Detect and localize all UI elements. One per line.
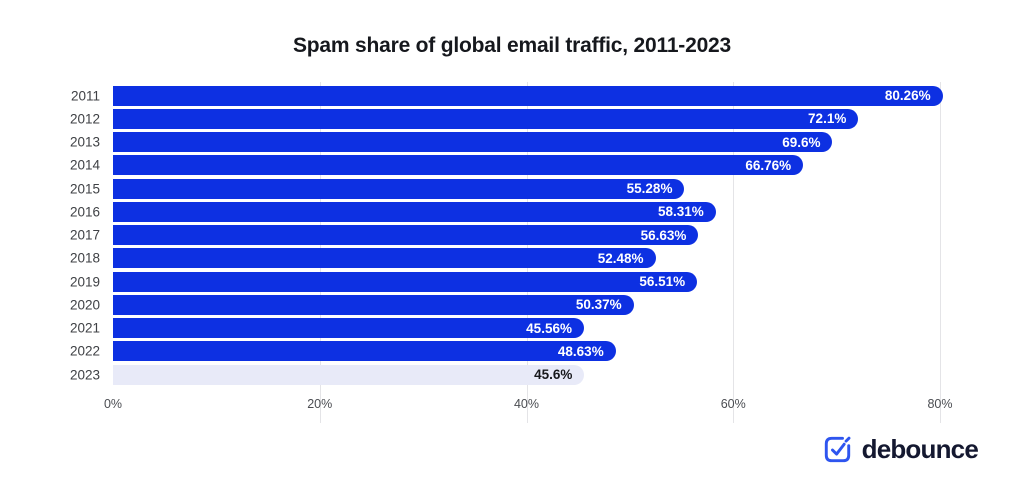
bar-value-label: 66.76% <box>745 157 792 173</box>
year-label: 2011 <box>70 88 100 104</box>
x-tick-label: 40% <box>513 397 540 412</box>
year-label: 2017 <box>69 227 100 243</box>
x-tick-label: 60% <box>720 397 746 412</box>
bar-row: 2012 72.1% <box>70 107 940 130</box>
bar-value-label: 45.6% <box>534 367 573 382</box>
plot-area: 2011 80.26% 2012 72.1% 2013 69.6% 2014 66.76% 20… <box>70 82 953 424</box>
year-label: 2021 <box>69 320 100 336</box>
year-label: 2023 <box>69 367 100 383</box>
bar-value-label: 80.26% <box>884 88 931 103</box>
x-tick-label: 80% <box>927 397 953 412</box>
bar-value-label: 55.28% <box>626 181 673 196</box>
bar-2014: 66.76% <box>113 155 804 176</box>
bar-2021: 45.56% <box>113 318 584 338</box>
bar-value-label: 56.51% <box>639 274 686 289</box>
bar-row: 2021 45.56% <box>70 317 940 340</box>
year-label: 2020 <box>69 297 100 313</box>
bar-value-label: 52.48% <box>597 250 644 266</box>
bar-value-label: 58.31% <box>657 204 704 220</box>
x-axis-ticks: 0% 20% 40% 60% 80% <box>104 397 953 413</box>
year-label: 2012 <box>69 111 100 127</box>
year-label: 2014 <box>69 157 100 173</box>
bar-2018: 52.48% <box>113 248 656 269</box>
bar-2012: 72.1% <box>113 108 859 129</box>
bar-2016: 58.31% <box>113 201 716 222</box>
checkmark-box-icon <box>824 436 851 463</box>
bar-2020: 50.37% <box>113 294 634 315</box>
bar-value-label: 72.1% <box>808 111 847 127</box>
year-label: 2016 <box>69 204 100 220</box>
gridline <box>940 82 941 424</box>
bar-row: 2019 56.51% <box>70 270 940 293</box>
bar-value-label: 69.6% <box>782 134 821 150</box>
year-label: 2015 <box>69 181 100 197</box>
bar-2022: 48.63% <box>113 341 616 362</box>
bar-row: 2011 80.26% <box>71 84 943 107</box>
bar-value-label: 45.56% <box>526 320 572 336</box>
bar-row: 2013 69.6% <box>70 131 940 154</box>
bar-2019: 56.51% <box>113 271 698 292</box>
year-label: 2018 <box>69 250 100 266</box>
bar-rows: 2011 80.26% 2012 72.1% 2013 69.6% 2014 66.76% 20… <box>70 84 943 386</box>
bar-2015: 55.28% <box>113 178 685 199</box>
bar-row: 2015 55.28% <box>70 177 940 200</box>
bar-value-label: 48.63% <box>557 343 604 359</box>
brand-wordmark: debounce <box>861 434 979 464</box>
bar-2013: 69.6% <box>113 132 833 152</box>
chart-title: Spam share of global email traffic, 2011… <box>292 34 732 57</box>
bar-value-label: 50.37% <box>575 297 622 313</box>
bar-row: 2017 56.63% <box>70 224 940 247</box>
bar-row: 2018 52.48% <box>70 247 940 270</box>
x-tick-label: 20% <box>307 397 333 412</box>
year-label: 2022 <box>69 343 100 359</box>
bar-row: 2023 45.6% <box>70 363 940 386</box>
bar-2023: 45.6% <box>113 364 585 385</box>
year-label: 2013 <box>69 134 100 150</box>
bar-row: 2016 58.31% <box>70 200 940 223</box>
brand-logo: debounce <box>822 434 979 465</box>
bar-value-label: 56.63% <box>640 227 687 243</box>
x-tick-label: 0% <box>103 397 123 412</box>
bar-row: 2020 50.37% <box>70 293 940 316</box>
bar-row: 2014 66.76% <box>70 154 940 177</box>
bar-2017: 56.63% <box>113 225 699 245</box>
bar-2011: 80.26% <box>113 85 943 106</box>
bar-row: 2022 48.63% <box>70 340 940 363</box>
year-label: 2019 <box>69 274 100 290</box>
